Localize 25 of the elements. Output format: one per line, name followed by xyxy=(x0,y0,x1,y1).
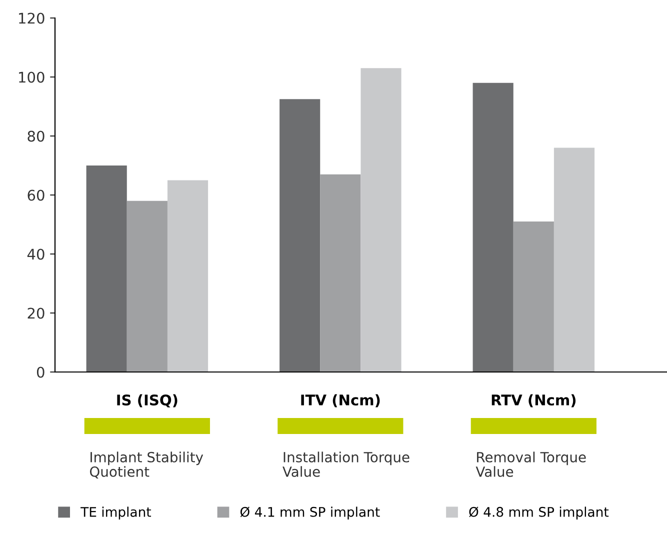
x-tick-label: IS (ISQ) xyxy=(117,394,178,408)
x-tick-label: RTV (Ncm) xyxy=(492,394,576,408)
bar xyxy=(472,82,514,372)
legend-label: Ø 4.1 mm SP implant xyxy=(240,506,380,520)
bar xyxy=(86,166,127,372)
text: Implant Stability Quotient xyxy=(90,452,204,478)
bar xyxy=(513,222,554,372)
y-tick-label: 100 xyxy=(19,72,44,83)
y-tick-label: 60 xyxy=(28,190,44,201)
y-tick-label: 40 xyxy=(27,248,44,260)
y-tick-label: 20 xyxy=(28,308,44,319)
bar xyxy=(360,68,402,372)
legend-label: TE implant xyxy=(80,506,152,520)
bar xyxy=(280,99,320,372)
bar xyxy=(126,200,168,372)
y-tick-label: 120 xyxy=(19,12,44,24)
bar xyxy=(554,148,595,372)
y-tick-label: 80 xyxy=(28,130,44,142)
text: Installation Torque Value xyxy=(282,452,410,477)
bar xyxy=(167,180,208,372)
y-tick-label: 0 xyxy=(36,366,44,378)
bar xyxy=(320,174,361,372)
legend-label: Ø 4.8 mm SP implant xyxy=(469,506,609,520)
text: Removal Torque Value xyxy=(476,452,586,477)
x-tick-label: ITV (Ncm) xyxy=(301,394,380,408)
